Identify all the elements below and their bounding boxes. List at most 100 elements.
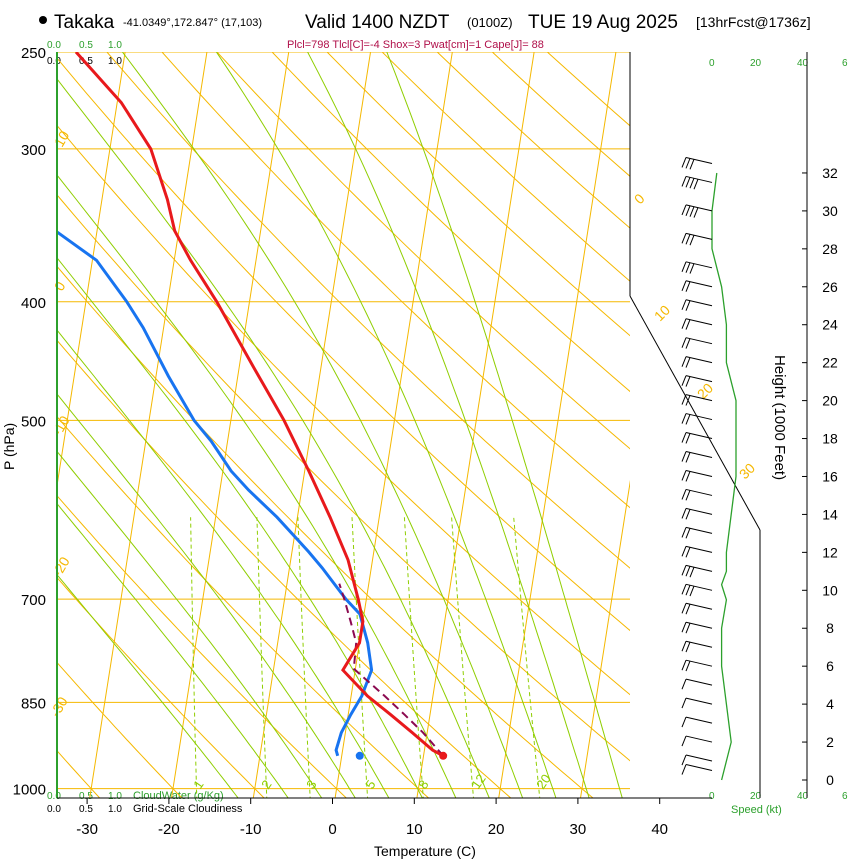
wind-barb-flag-6-0 [681, 299, 687, 310]
wind-barb-flag-11-0 [681, 394, 687, 405]
cloudwater-label: CloudWater (g/Kg) [133, 790, 224, 802]
moist-adiabat-20 [57, 78, 490, 798]
dry-adiabat-110 [326, 52, 630, 337]
wind-barb-flag-14-1 [685, 452, 691, 463]
wind-barb-27 [681, 697, 713, 709]
p-tick-label-1000: 1000 [13, 782, 46, 799]
wind-barb-flag-20-2 [689, 566, 695, 578]
dry-adiabat-120 [381, 52, 630, 282]
moist-adiabat-32 [307, 52, 590, 798]
wind-barb-flag-2-2 [689, 206, 695, 217]
wind-barb-flag-4-2 [689, 263, 695, 274]
wind-barb-7 [681, 318, 713, 330]
height-tick-label-16: 16 [822, 468, 838, 484]
sounding-indices: Plcl=798 Tlcl[C]=-4 Shox=3 Pwat[cm]=1 Ca… [287, 39, 544, 51]
moist-adiabat-28 [215, 52, 557, 798]
wind-barb-11 [681, 394, 713, 406]
speed-scale-top-20: 20 [750, 58, 762, 69]
mixing-ratio-label-20: 20 [533, 771, 554, 791]
height-tick-label-8: 8 [826, 620, 834, 636]
wind-barb-24 [681, 640, 713, 653]
dry-adiabat-100 [271, 52, 630, 393]
dry-adiabat-90 [216, 52, 630, 450]
speed-scale-top-0: 0 [709, 58, 715, 69]
dry-adiabat-60 [57, 57, 630, 632]
wind-barb-shaft-16 [685, 488, 713, 496]
dry-adiabat-0 [57, 494, 348, 798]
utc-time: (0100Z) [467, 15, 513, 30]
height-tick-label-18: 18 [822, 431, 838, 447]
wind-barb-flag-5-0 [681, 280, 687, 291]
wind-barb-flag-15-1 [685, 471, 691, 482]
p-tick-label-500: 500 [21, 413, 46, 430]
wind-barb-flag-29-0 [681, 735, 687, 747]
wind-barb-flag-10-0 [681, 375, 687, 386]
wind-barb-30 [681, 754, 713, 766]
valid-time: Valid 1400 NZDT [305, 12, 450, 33]
wind-barb-shaft-14 [685, 451, 713, 458]
x-tick-label--30: -30 [76, 821, 98, 838]
p-tick-label-700: 700 [21, 592, 46, 609]
moist-adiabat--4 [57, 502, 289, 798]
wind-barb-shaft-28 [685, 716, 713, 724]
moist-adiabat-4 [57, 393, 356, 798]
wind-barb-shaft-4 [685, 261, 713, 269]
station-coords: -41.0349°,172.847° (17,103) [123, 17, 262, 29]
speed-scale-bot-20: 20 [750, 791, 762, 802]
mixing-ratio-label-5: 5 [362, 777, 378, 792]
wind-barb-flag-8-1 [685, 338, 691, 349]
mixing-ratio-8 [403, 517, 424, 798]
wind-barb-flag-5-1 [685, 281, 691, 292]
cloud-scale-bot-b0: 0.0 [47, 804, 61, 815]
speed-label: Speed (kt) [731, 804, 782, 816]
wind-barb-28 [681, 716, 713, 728]
wind-barb-flag-26-0 [681, 678, 687, 690]
height-tick-label-2: 2 [826, 734, 834, 750]
wind-barb-flag-23-1 [685, 622, 691, 634]
wind-barb-flag-27-0 [681, 697, 687, 709]
isotherm-label-4: -30 [47, 694, 71, 720]
x-tick-label-20: 20 [488, 821, 505, 838]
parcel-line [338, 583, 444, 757]
height-tick-label-20: 20 [822, 393, 838, 409]
mixing-ratio-12 [451, 517, 474, 798]
wind-barb-flag-18-0 [681, 527, 687, 538]
wind-barb-19 [681, 545, 713, 558]
wind-barb-shaft-19 [685, 545, 713, 553]
isotherm-label-2: -10 [49, 413, 73, 439]
wind-barb-3 [681, 232, 713, 246]
height-tick-label-26: 26 [822, 279, 838, 295]
wind-barb-shaft-13 [685, 432, 713, 440]
wind-barb-10 [681, 375, 713, 387]
valid-date: TUE 19 Aug 2025 [528, 12, 678, 33]
mixing-ratio-2 [256, 517, 268, 798]
moist-adiabat-0 [57, 450, 323, 798]
wind-barb-flag-0-0 [681, 157, 687, 168]
speed-scale-top-6: 6 [842, 58, 848, 69]
cloud-scale-bot-2: 1.0 [108, 791, 122, 802]
wind-barb-flag-16-1 [685, 490, 691, 501]
station-name: Takaka [54, 12, 115, 33]
wind-barb-flag-13-0 [681, 432, 687, 443]
wind-barb-5 [681, 280, 713, 292]
wind-barb-8 [681, 337, 713, 349]
wind-barb-shaft-2 [685, 204, 713, 212]
wind-barb-flag-21-1 [685, 585, 691, 596]
station-dot [39, 16, 47, 24]
wind-barb-shaft-8 [685, 337, 713, 345]
isotherm--30 [89, 52, 208, 798]
isotherm--40 [57, 52, 126, 489]
x-tick-label-30: 30 [570, 821, 587, 838]
wind-barb-flag-3-2 [689, 234, 695, 246]
wind-barb-flag-1-1 [685, 177, 691, 188]
dry-adiabat-40 [57, 194, 630, 762]
wind-barb-14 [681, 451, 713, 463]
height-tick-label-12: 12 [822, 544, 838, 560]
wind-barb-shaft-7 [685, 318, 713, 326]
wind-barb-flag-25-0 [681, 659, 687, 671]
wind-barb-6 [681, 299, 713, 311]
height-tick-label-6: 6 [826, 658, 834, 674]
wind-barb-flag-22-1 [685, 603, 691, 615]
wind-barb-29 [681, 735, 713, 747]
wind-barb-shaft-18 [685, 526, 713, 534]
